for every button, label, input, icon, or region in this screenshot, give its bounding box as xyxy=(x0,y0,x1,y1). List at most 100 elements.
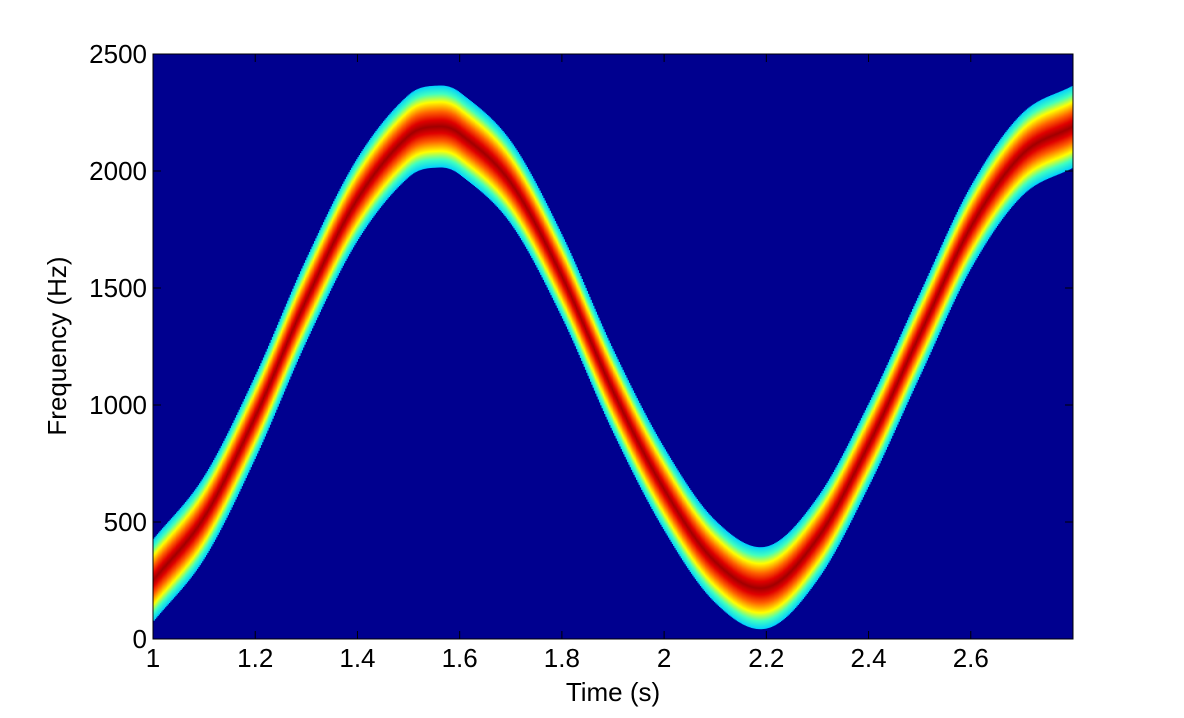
band-strip xyxy=(657,438,660,521)
band-strip xyxy=(371,136,374,219)
band-strip xyxy=(756,547,758,629)
band-strip xyxy=(179,508,182,590)
band-strip xyxy=(855,428,858,511)
band-strip xyxy=(168,521,171,603)
band-strip xyxy=(467,99,470,181)
band-strip xyxy=(390,112,393,195)
x-tick-label: 1 xyxy=(146,643,160,673)
band-strip xyxy=(432,85,435,168)
band-strip xyxy=(728,532,730,615)
band-strip xyxy=(245,396,247,479)
band-strip xyxy=(789,531,792,614)
band-strip xyxy=(425,86,428,169)
band-strip xyxy=(358,155,361,237)
band-strip xyxy=(178,509,181,592)
band-strip xyxy=(1061,90,1064,173)
band-strip xyxy=(981,167,983,250)
band-strip xyxy=(917,297,919,380)
band-strip xyxy=(334,198,337,281)
band-strip xyxy=(357,157,360,240)
band-strip xyxy=(1018,116,1020,199)
band-strip xyxy=(844,450,847,533)
band-strip xyxy=(656,436,659,519)
band-strip xyxy=(644,415,647,498)
band-strip xyxy=(687,486,689,569)
band-strip xyxy=(720,526,723,609)
band-strip xyxy=(609,343,612,426)
band-strip xyxy=(1048,96,1051,178)
band-strip xyxy=(694,497,697,580)
band-strip xyxy=(641,407,643,490)
band-strip xyxy=(504,134,507,217)
band-strip xyxy=(923,284,926,367)
band-strip xyxy=(528,171,531,254)
band-strip xyxy=(501,131,504,213)
band-strip xyxy=(473,104,476,187)
band-strip xyxy=(600,323,603,406)
band-strip xyxy=(1000,138,1003,221)
band-strip xyxy=(1050,95,1052,178)
x-axis-label: Time (s) xyxy=(566,677,660,707)
band-strip xyxy=(965,194,968,277)
band-strip xyxy=(407,95,410,178)
band-strip xyxy=(383,121,385,204)
band-strip xyxy=(521,158,523,241)
band-strip xyxy=(1011,124,1014,206)
band-strip xyxy=(1002,135,1005,218)
band-strip xyxy=(782,537,785,620)
band-strip xyxy=(242,401,245,484)
band-strip xyxy=(605,334,608,417)
band-strip xyxy=(634,395,637,478)
band-strip xyxy=(340,186,343,269)
band-strip xyxy=(989,153,992,236)
band-strip xyxy=(563,239,566,322)
band-strip xyxy=(550,213,553,296)
band-strip xyxy=(937,253,940,336)
y-axis-label: Frequency (Hz) xyxy=(42,256,72,435)
band-strip xyxy=(237,412,240,495)
band-strip xyxy=(597,317,600,400)
band-strip xyxy=(1005,131,1008,214)
band-strip xyxy=(572,258,574,341)
band-strip xyxy=(379,125,382,208)
band-strip xyxy=(362,149,365,232)
band-strip xyxy=(533,180,536,263)
band-strip xyxy=(952,219,955,302)
band-strip xyxy=(646,417,649,500)
band-strip xyxy=(881,376,884,458)
band-strip xyxy=(348,172,351,255)
band-strip xyxy=(693,495,696,578)
band-strip xyxy=(452,88,454,171)
band-strip xyxy=(777,541,780,623)
band-strip xyxy=(864,410,867,493)
band-strip xyxy=(1019,115,1022,198)
band-strip xyxy=(1037,101,1040,184)
band-strip xyxy=(975,176,978,259)
band-strip xyxy=(220,445,223,528)
band-strip xyxy=(417,88,420,171)
band-strip xyxy=(481,110,484,193)
band-strip xyxy=(307,254,310,337)
band-strip xyxy=(973,180,976,263)
band-strip xyxy=(296,279,298,362)
band-strip xyxy=(757,547,760,630)
band-strip xyxy=(779,540,781,623)
band-strip xyxy=(264,354,267,437)
band-strip xyxy=(297,277,300,359)
band-strip xyxy=(542,198,545,280)
band-strip xyxy=(1001,136,1004,219)
band-strip xyxy=(795,524,798,607)
band-strip xyxy=(536,185,539,268)
band-strip xyxy=(876,386,879,469)
band-strip xyxy=(740,541,743,624)
band-strip xyxy=(606,337,609,420)
band-strip xyxy=(329,208,332,291)
band-strip xyxy=(154,537,157,620)
band-strip xyxy=(347,174,350,257)
band-strip xyxy=(733,536,735,619)
band-strip xyxy=(625,377,628,460)
band-strip xyxy=(349,169,352,252)
band-strip xyxy=(1015,119,1018,202)
band-strip xyxy=(406,96,408,179)
band-strip xyxy=(754,546,757,629)
